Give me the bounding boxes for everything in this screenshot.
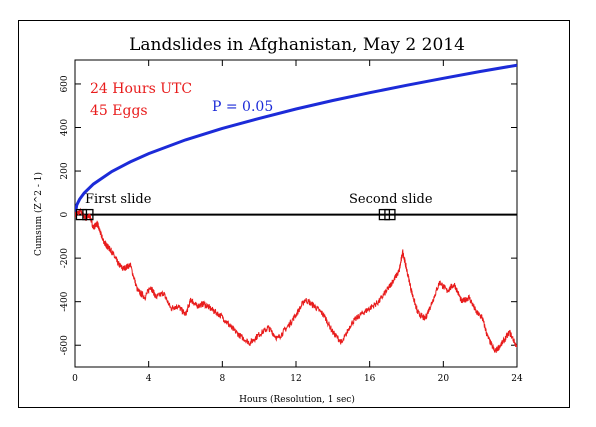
x-tick-label: 4 [146,374,152,384]
event-marker-layer [75,208,396,221]
x-tick-label: 12 [290,374,301,384]
y-tick-label: 200 [60,162,70,179]
chart-title: Landslides in Afghanistan, May 2 2014 [129,35,465,55]
y-tick-label: 0 [60,211,70,217]
x-axis-ticks: 0 4 8 12 16 20 24 [72,60,523,384]
annotation-time-window: 24 Hours UTC [90,81,192,97]
probability-envelope-line [75,63,517,215]
event-marker [384,208,396,221]
y-axis-ticks: -600 -400 -200 0 200 400 600 [60,75,517,355]
annotation-second-slide: Second slide [349,192,433,207]
cumsum-line [75,207,517,353]
x-tick-label: 0 [72,374,78,384]
annotation-eggs: 45 Eggs [90,103,148,119]
plot-area: 0 4 8 12 16 20 24 -600 -400 -200 0 200 400 600 [60,59,523,384]
y-tick-label: 600 [60,75,70,92]
series-layer [75,63,517,353]
x-tick-label: 24 [511,374,523,384]
y-tick-label: 400 [60,119,70,136]
y-tick-label: -600 [60,335,70,355]
y-tick-label: -200 [60,248,70,268]
x-tick-label: 20 [438,374,450,384]
annotation-probability: P = 0.05 [212,99,273,115]
y-axis-label: Cumsum (Z^2 - 1) [33,172,44,256]
x-tick-label: 8 [219,374,225,384]
annotation-first-slide: First slide [85,192,152,207]
event-marker [75,208,88,221]
y-tick-label: -400 [60,291,70,311]
event-marker [82,208,94,221]
x-tick-label: 16 [364,374,376,384]
x-axis-label: Hours (Resolution, 1 sec) [239,394,355,405]
